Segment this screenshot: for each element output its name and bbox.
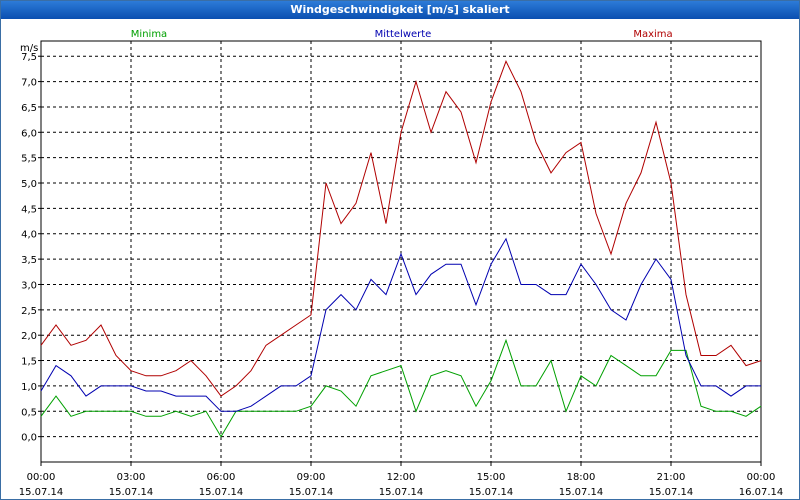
y-tick-label: 5,5 — [21, 154, 37, 165]
y-tick-label: 2,0 — [21, 331, 37, 342]
x-tick-label-date: 15.07.14 — [379, 487, 424, 498]
y-tick-label: 2,5 — [21, 306, 37, 317]
series-lines — [40, 60, 762, 438]
gridlines — [41, 41, 761, 462]
legend-mittelwerte: Mittelwerte — [375, 29, 432, 40]
x-tick-label-date: 15.07.14 — [19, 487, 64, 498]
x-axis-ticks: 00:00 15.07.14 03:00 15.07.14 06:00 15.07.14 0… — [19, 462, 784, 498]
legend: Minima Mittelwerte Maxima — [131, 29, 673, 40]
series-line-mittelwerte — [40, 237, 761, 412]
y-tick-label: 1,0 — [21, 382, 37, 393]
series-line-minima — [40, 338, 762, 438]
x-tick-label-time: 03:00 — [117, 472, 146, 483]
y-tick-label: 6,0 — [21, 128, 37, 139]
y-tick-label: 6,5 — [21, 103, 37, 114]
y-tick-label: 7,5 — [21, 52, 37, 63]
x-tick-label-date: 15.07.14 — [109, 487, 154, 498]
window-title: Windgeschwindigkeit [m/s] skaliert — [1, 1, 799, 19]
x-tick-label-time: 18:00 — [567, 472, 596, 483]
y-tick-label: 5,0 — [21, 179, 37, 190]
legend-maxima: Maxima — [633, 29, 672, 40]
y-axis-ticks: 0,0 0,5 1,0 1,5 2,0 2,5 3,0 3,5 4,0 4,5 5,0 5,5 6,0 6… — [21, 52, 41, 444]
y-tick-label: 3,0 — [21, 280, 37, 291]
x-tick-label-time: 06:00 — [207, 472, 236, 483]
x-tick-label-date: 15.07.14 — [649, 487, 694, 498]
x-tick-label-time: 09:00 — [297, 472, 326, 483]
x-tick-label-time: 00:00 — [27, 472, 56, 483]
y-tick-label: 4,5 — [21, 204, 37, 215]
y-tick-label: 3,5 — [21, 255, 37, 266]
x-tick-label-time: 00:00 — [747, 472, 776, 483]
y-tick-label: 1,5 — [21, 357, 37, 368]
x-tick-label-time: 15:00 — [477, 472, 506, 483]
x-tick-label-date: 16.07.14 — [739, 487, 784, 498]
series-line-maxima — [40, 60, 762, 397]
y-tick-label: 7,0 — [21, 78, 37, 89]
x-tick-label-date: 15.07.14 — [199, 487, 244, 498]
y-tick-label: 0,5 — [21, 407, 37, 418]
legend-minima: Minima — [131, 29, 167, 40]
x-tick-label-time: 21:00 — [657, 472, 686, 483]
y-tick-label: 4,0 — [21, 230, 37, 241]
x-tick-label-date: 15.07.14 — [559, 487, 604, 498]
x-tick-label-date: 15.07.14 — [469, 487, 514, 498]
y-tick-label: 0,0 — [21, 433, 37, 444]
y-axis-label: m/s — [20, 43, 38, 54]
x-tick-label-time: 12:00 — [387, 472, 416, 483]
x-tick-label-date: 15.07.14 — [289, 487, 334, 498]
